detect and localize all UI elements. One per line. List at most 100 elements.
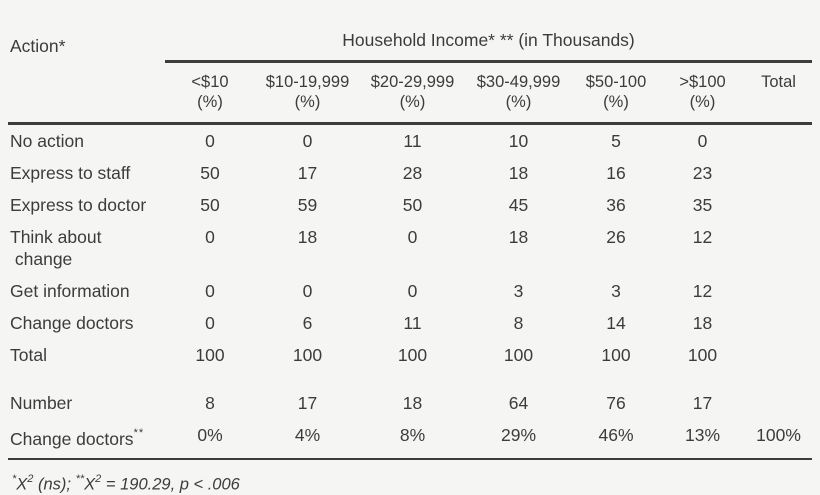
cell: 45 [508, 195, 529, 215]
cell: 100 [292, 345, 323, 365]
table-row-change-doctors-pct: Change doctors** 0% 4% 8% 29% 46% 13% 10… [8, 419, 813, 460]
row-label: Change doctors [10, 313, 134, 333]
row-label: Get information [10, 281, 130, 301]
footnote-text: (ns); [33, 475, 76, 494]
row-label: Express to staff [10, 163, 131, 183]
cell: 18 [508, 227, 529, 247]
cell: 14 [606, 313, 626, 333]
cell [745, 339, 812, 371]
corner-empty-cell [8, 61, 165, 125]
cell [745, 371, 812, 419]
row-label-text: Change doctors [10, 428, 134, 449]
cell: 0 [205, 227, 215, 247]
cell: 59 [297, 195, 318, 215]
column-range: $20-29,999 [370, 73, 455, 91]
chi-symbol: X [16, 475, 28, 494]
cell: 18 [508, 163, 529, 183]
footnote-text: = 190.29, p < .006 [101, 475, 240, 494]
cell: 10 [508, 131, 529, 151]
cell: 8 [513, 313, 524, 333]
cell: 8% [360, 419, 465, 460]
cell: 29% [465, 419, 572, 460]
cell: 0 [302, 281, 313, 301]
cell [745, 157, 812, 189]
column-header-30-49999: $30-49,999 (%) [465, 61, 572, 125]
cell: 17 [297, 393, 318, 413]
cell: 6 [302, 313, 313, 333]
row-label: No action [10, 131, 84, 151]
cell: 17 [692, 393, 713, 413]
column-range: <$10 [191, 73, 229, 91]
cell: 23 [692, 163, 713, 183]
cell: 0 [407, 227, 418, 247]
cell: 18 [692, 313, 713, 333]
cell: 0 [205, 313, 215, 333]
cell [745, 275, 812, 307]
column-header-row: <$10 (%) $10-19,999 (%) $20-29,999 (%) $… [8, 61, 813, 125]
column-unit: (%) [197, 93, 223, 111]
column-unit: (%) [689, 93, 716, 111]
cell: 46% [572, 419, 660, 460]
cell: 18 [297, 227, 318, 247]
cell: 5 [611, 131, 621, 151]
cell: 8 [205, 393, 215, 413]
cell: 100 [195, 345, 225, 365]
table-row-think-about-change: Think about change 0 18 0 18 26 12 [8, 221, 812, 275]
chi-symbol: X [84, 475, 96, 494]
table-row-no-action: No action 0 0 11 10 5 0 [8, 124, 812, 158]
cell: 16 [606, 163, 626, 183]
title-row: Action* Household Income* ** (in Thousan… [8, 8, 813, 63]
cell: 50 [402, 195, 423, 215]
row-label: Number [10, 393, 73, 413]
column-header-gt100: >$100 (%) [660, 61, 745, 125]
cell: 100% [745, 419, 813, 460]
chi-exponent: 2 [95, 472, 102, 485]
cell: 26 [606, 227, 626, 247]
cell: 50 [200, 195, 220, 215]
cell: 0 [697, 131, 708, 151]
column-header-lt10: <$10 (%) [165, 61, 255, 125]
action-column-header: Action* [10, 35, 66, 56]
column-unit: (%) [399, 93, 426, 111]
row-label-superscript: ** [133, 427, 145, 439]
cell: 28 [402, 163, 423, 183]
chi-exponent: 2 [27, 472, 34, 485]
cell: 18 [402, 393, 423, 413]
table-row-get-information: Get information 0 0 0 3 3 12 [8, 275, 812, 307]
cell: 4% [255, 419, 360, 460]
column-header-20-29999: $20-29,999 (%) [360, 61, 465, 125]
cell: 0 [205, 131, 215, 151]
column-header-50-100: $50-100 (%) [572, 61, 660, 125]
cell: 50 [200, 163, 220, 183]
cell: 0% [165, 419, 255, 460]
income-action-table: Action* Household Income* ** (in Thousan… [8, 8, 813, 460]
cell: 3 [611, 281, 621, 301]
footnote-star1: * [12, 472, 17, 485]
cell: 0 [205, 281, 215, 301]
cell: 76 [606, 393, 626, 413]
cell [745, 189, 812, 221]
column-range: >$100 [679, 73, 726, 91]
cell: 12 [692, 281, 713, 301]
column-range: $30-49,999 [476, 73, 561, 91]
cell: 100 [397, 345, 428, 365]
cell [745, 221, 812, 275]
column-unit: (%) [294, 93, 321, 111]
cell: 17 [297, 163, 318, 183]
row-label: Express to doctor [10, 195, 147, 215]
row-label: Change doctors** [8, 419, 165, 460]
cell: 3 [513, 281, 524, 301]
footnote: *X2 (ns); **X2 = 190.29, p < .006 [12, 472, 820, 495]
cell: 35 [692, 195, 713, 215]
cell: 36 [606, 195, 626, 215]
cell: 11 [403, 131, 422, 151]
cell: 64 [508, 393, 529, 413]
cell: 100 [601, 345, 631, 365]
row-label: Total [10, 345, 47, 365]
column-unit: (%) [505, 93, 532, 111]
cell: 0 [407, 281, 418, 301]
column-range: $10-19,999 [265, 73, 350, 91]
column-unit: (%) [603, 93, 629, 111]
cell: 11 [403, 313, 422, 333]
column-range: $50-100 [585, 73, 647, 91]
